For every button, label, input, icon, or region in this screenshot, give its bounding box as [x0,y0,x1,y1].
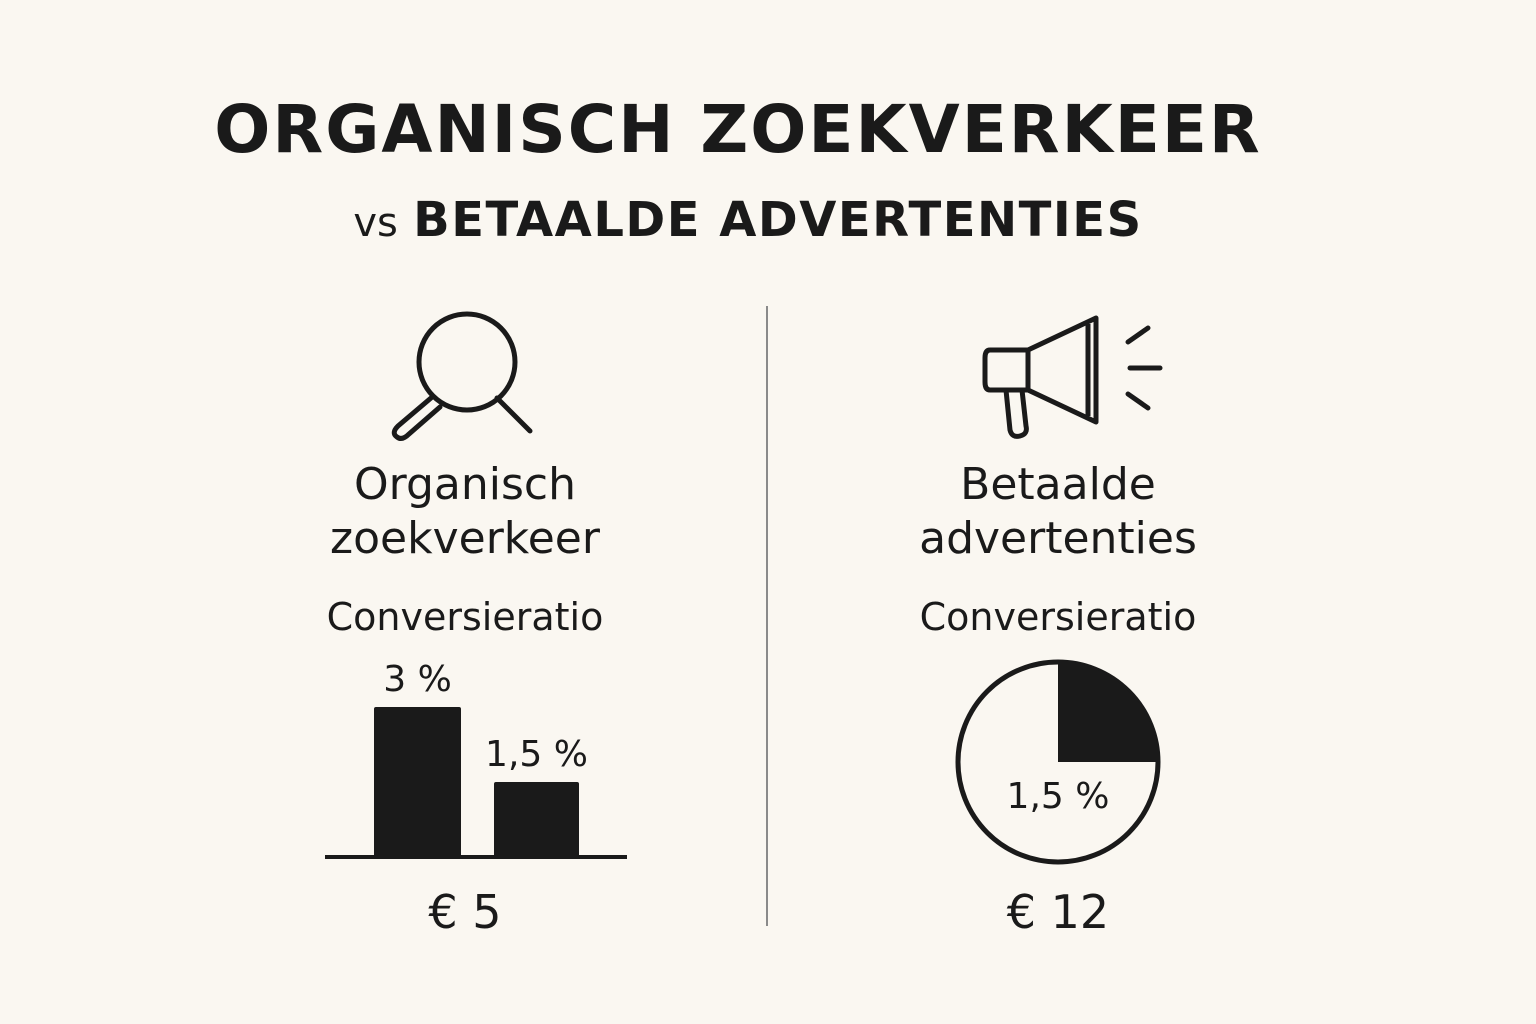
right-subtitle: Conversieratio [919,595,1197,639]
column-divider [766,306,768,926]
right-column-title: Betaalde advertenties [863,458,1253,566]
bar-label-1: 1,5 % [485,734,588,775]
right-title-line2: advertenties [919,513,1197,564]
left-column-title: Organisch zoekverkeer [265,458,665,566]
right-price: € 12 [1006,885,1110,939]
pie-slice-filled [1058,662,1158,762]
pie-label: 1,5 % [1007,776,1110,817]
bar-label-0: 3 % [383,659,452,700]
left-subtitle: Conversieratio [326,595,604,639]
bar-0 [374,707,461,857]
page-title: ORGANISCH ZOEKVERKEER [214,91,1262,168]
page-subtitle: vs BETAALDE ADVERTENTIES [0,188,1496,255]
left-title-line2: zoekverkeer [330,513,600,564]
search-icon [391,311,533,441]
pie-chart: 1,5 % [955,659,1161,865]
subtitle-main: BETAALDE ADVERTENTIES [413,192,1143,248]
megaphone-icon [982,315,1163,439]
right-title-line1: Betaalde [960,459,1156,510]
left-title-line1: Organisch [354,459,576,510]
bar-chart: 3 % 1,5 % [325,659,627,859]
subtitle-prefix: vs [353,200,398,246]
left-price: € 5 [428,885,502,939]
bar-1 [494,782,579,857]
